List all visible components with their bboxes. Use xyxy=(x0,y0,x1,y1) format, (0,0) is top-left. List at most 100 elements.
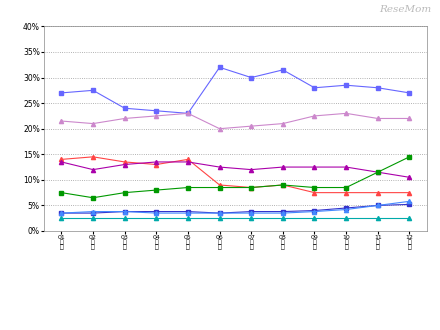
Line: 人のためになる仕事をしたい: 人のためになる仕事をしたい xyxy=(59,155,411,200)
家業したい xyxy=(122,216,127,220)
自分の夢のための仕事をしたい xyxy=(312,191,317,195)
社会に貢献したい xyxy=(217,211,222,215)
楽しく働きたい xyxy=(312,86,317,90)
プライベートで仕事をしたい xyxy=(59,160,64,164)
社会に貢献したい xyxy=(154,211,159,215)
プライベートで仕事をしたい xyxy=(280,165,286,169)
自分の夢のための仕事をしたい xyxy=(280,183,286,187)
人のためになる仕事をしたい xyxy=(185,185,191,189)
プライベートで仕事をしたい xyxy=(375,170,381,174)
Text: ReseMom: ReseMom xyxy=(379,5,431,14)
自分の夢のための仕事をしたい xyxy=(375,191,381,195)
社会に貢献したい xyxy=(249,211,254,215)
プライベートで仕事をしたい xyxy=(407,175,412,179)
Line: 楽しく働きたい: 楽しく働きたい xyxy=(59,65,411,116)
家業したい xyxy=(154,216,159,220)
収入さえよければよい xyxy=(185,210,191,214)
楽しく働きたい xyxy=(407,91,412,95)
Line: 家業したい: 家業したい xyxy=(59,216,411,220)
Line: 個人の生活と仕事を両立させたい: 個人の生活と仕事を両立させたい xyxy=(59,111,411,131)
自分の夢のための仕事をしたい xyxy=(154,162,159,166)
家業したい xyxy=(90,216,95,220)
個人の生活と仕事を両立させたい xyxy=(407,116,412,120)
収入さえよければよい xyxy=(375,203,381,208)
個人の生活と仕事を両立させたい xyxy=(59,119,64,123)
個人の生活と仕事を両立させたい xyxy=(375,116,381,120)
楽しく働きたい xyxy=(90,88,95,92)
収入さえよければよい xyxy=(407,202,412,206)
家業したい xyxy=(375,216,381,220)
収入さえよければよい xyxy=(90,211,95,215)
社会に貢献したい xyxy=(375,203,381,208)
自分の夢のための仕事をしたい xyxy=(217,183,222,187)
社会に貢献したい xyxy=(122,210,127,214)
収入さえよければよい xyxy=(217,211,222,215)
人のためになる仕事をしたい xyxy=(217,185,222,189)
楽しく働きたい xyxy=(217,65,222,69)
自分の夢のための仕事をしたい xyxy=(249,185,254,189)
個人の生活と仕事を両立させたい xyxy=(344,112,349,115)
家業したい xyxy=(407,216,412,220)
収入さえよければよい xyxy=(280,210,286,214)
個人の生活と仕事を両立させたい xyxy=(312,114,317,118)
収入さえよければよい xyxy=(154,210,159,214)
プライベートで仕事をしたい xyxy=(154,160,159,164)
プライベートで仕事をしたい xyxy=(185,160,191,164)
個人の生活と仕事を両立させたい xyxy=(154,114,159,118)
楽しく働きたい xyxy=(375,86,381,90)
収入さえよければよい xyxy=(249,210,254,214)
収入さえよければよい xyxy=(122,210,127,214)
人のためになる仕事をしたい xyxy=(154,188,159,192)
Line: 収入さえよければよい: 収入さえよければよい xyxy=(59,202,411,215)
社会に貢献したい xyxy=(344,208,349,212)
個人の生活と仕事を両立させたい xyxy=(122,116,127,120)
人のためになる仕事をしたい xyxy=(122,191,127,195)
個人の生活と仕事を両立させたい xyxy=(217,127,222,131)
人のためになる仕事をしたい xyxy=(59,191,64,195)
プライベートで仕事をしたい xyxy=(344,165,349,169)
楽しく働きたい xyxy=(185,112,191,115)
家業したい xyxy=(344,216,349,220)
収入さえよければよい xyxy=(344,206,349,210)
家業したい xyxy=(217,216,222,220)
自分の夢のための仕事をしたい xyxy=(59,157,64,161)
プライベートで仕事をしたい xyxy=(90,168,95,172)
Line: プライベートで仕事をしたい: プライベートで仕事をしたい xyxy=(59,160,411,180)
楽しく働きたい xyxy=(280,68,286,72)
Line: 自分の夢のための仕事をしたい: 自分の夢のための仕事をしたい xyxy=(59,155,411,195)
人のためになる仕事をしたい xyxy=(344,185,349,189)
人のためになる仕事をしたい xyxy=(249,185,254,189)
楽しく働きたい xyxy=(344,83,349,87)
個人の生活と仕事を両立させたい xyxy=(185,112,191,115)
家業したい xyxy=(185,216,191,220)
自分の夢のための仕事をしたい xyxy=(90,155,95,159)
個人の生活と仕事を両立させたい xyxy=(280,122,286,126)
楽しく働きたい xyxy=(59,91,64,95)
収入さえよければよい xyxy=(59,211,64,215)
楽しく働きたい xyxy=(249,76,254,80)
収入さえよければよい xyxy=(312,209,317,213)
自分の夢のための仕事をしたい xyxy=(185,157,191,161)
家業したい xyxy=(312,216,317,220)
人のためになる仕事をしたい xyxy=(90,196,95,200)
人のためになる仕事をしたい xyxy=(312,185,317,189)
自分の夢のための仕事をしたい xyxy=(344,191,349,195)
プライベートで仕事をしたい xyxy=(249,168,254,172)
人のためになる仕事をしたい xyxy=(280,183,286,187)
Line: 社会に貢献したい: 社会に貢献したい xyxy=(59,199,411,215)
楽しく働きたい xyxy=(122,106,127,110)
社会に貢献したい xyxy=(90,210,95,214)
個人の生活と仕事を両立させたい xyxy=(249,124,254,128)
社会に貢献したい xyxy=(185,211,191,215)
家業したい xyxy=(249,216,254,220)
社会に貢献したい xyxy=(59,211,64,215)
社会に貢献したい xyxy=(407,199,412,203)
社会に貢献したい xyxy=(280,211,286,215)
プライベートで仕事をしたい xyxy=(122,162,127,166)
プライベートで仕事をしたい xyxy=(217,165,222,169)
人のためになる仕事をしたい xyxy=(375,170,381,174)
社会に貢献したい xyxy=(312,210,317,214)
プライベートで仕事をしたい xyxy=(312,165,317,169)
自分の夢のための仕事をしたい xyxy=(407,191,412,195)
楽しく働きたい xyxy=(154,109,159,113)
